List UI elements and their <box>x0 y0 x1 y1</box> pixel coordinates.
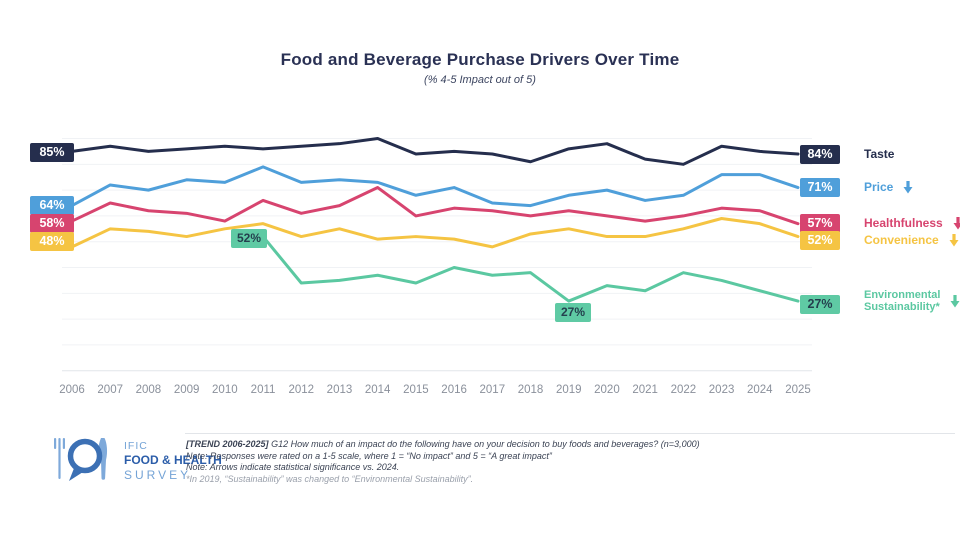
x-axis-year-label: 2022 <box>671 384 697 396</box>
x-axis-year-label: 2025 <box>785 384 811 396</box>
footnote-rename: *In 2019, “Sustainability” was changed t… <box>186 473 474 484</box>
series-line-price <box>70 165 800 208</box>
footnotes: [TREND 2006-2025] G12 How much of an imp… <box>186 439 786 485</box>
x-axis-year-label: 2006 <box>59 384 85 396</box>
down-arrow-icon <box>949 233 959 246</box>
x-axis-year-label: 2008 <box>136 384 162 396</box>
logo-food-health: FOOD & HEALTH <box>124 453 222 467</box>
convenience-start-value: 48% <box>30 232 74 251</box>
series-line-healthfulness <box>70 186 800 226</box>
down-arrow-icon <box>903 180 913 193</box>
x-axis-year-label: 2024 <box>747 384 773 396</box>
footnote-scale: Note: Responses were rated on a 1-5 scal… <box>186 450 552 461</box>
legend-env-line2: Sustainability* <box>864 300 940 313</box>
chart-subtitle: (% 4-5 Impact out of 5) <box>424 74 536 86</box>
line-chart-canvas: 2006 2007 2008 2009 2010 2011 2012 2013 2014 2015… <box>59 137 812 396</box>
fork-plate-knife-icon <box>54 438 108 481</box>
series-line-taste <box>70 137 800 166</box>
legend-price: Price <box>864 180 913 194</box>
series-line-convenience <box>70 217 800 249</box>
x-axis-year-label: 2014 <box>365 384 391 396</box>
legend-environmental-sustainability-label: Environmental Sustainability* <box>864 289 941 313</box>
x-axis-year-label: 2021 <box>632 384 658 396</box>
legend-taste: Taste <box>864 147 894 161</box>
footnote-trend: [TREND 2006-2025] G12 How much of an imp… <box>186 439 786 451</box>
x-axis-year-label: 2019 <box>556 384 582 396</box>
logo-ific: IFIC <box>124 440 148 452</box>
down-arrow-icon <box>950 295 960 308</box>
legend-convenience-label: Convenience <box>864 233 939 247</box>
series-line-environmental-sustainability- <box>261 235 800 303</box>
taste-start-value: 85% <box>30 143 74 162</box>
x-axis-year-label: 2013 <box>327 384 353 396</box>
legend-price-label: Price <box>864 180 894 194</box>
logo-survey: SURVEY <box>124 468 192 482</box>
chart-title: Food and Beverage Purchase Drivers Over … <box>280 50 680 69</box>
legend-healthfulness-label: Healthfulness <box>864 216 943 230</box>
x-axis-year-label: 2010 <box>212 384 238 396</box>
footnote-trend-text: G12 How much of an impact do the followi… <box>271 439 700 449</box>
sustainability-end-value: 27% <box>800 295 840 314</box>
taste-end-value: 84% <box>800 145 840 164</box>
logo-text: IFIC FOOD & HEALTH SURVEY <box>124 440 222 482</box>
x-axis-year-label: 2011 <box>251 384 276 396</box>
x-axis-year-label: 2015 <box>403 384 429 396</box>
healthfulness-end-value: 57% <box>800 214 840 233</box>
footnote-trend-tag: [TREND 2006-2025] <box>186 439 269 449</box>
legend-healthfulness: Healthfulness <box>864 216 960 230</box>
footer-divider <box>185 433 955 434</box>
sustainability-2011-annotation: 52% <box>231 229 267 248</box>
legend-taste-label: Taste <box>864 147 895 161</box>
footnote-arrows: Note: Arrows indicate statistical signif… <box>186 462 400 473</box>
x-axis-year-label: 2007 <box>97 384 123 396</box>
sustainability-2019-annotation: 27% <box>555 303 591 322</box>
x-axis-year-label: 2012 <box>288 384 314 396</box>
legend-env-line1: Environmental <box>864 289 941 301</box>
x-axis-year-label: 2020 <box>594 384 620 396</box>
down-arrow-icon <box>953 216 960 229</box>
x-axis-year-label: 2017 <box>480 384 506 396</box>
ific-logo: IFIC FOOD & HEALTH SURVEY <box>52 436 222 490</box>
convenience-end-value: 52% <box>800 231 840 250</box>
price-end-value: 71% <box>800 178 840 197</box>
legend-convenience: Convenience <box>864 233 959 247</box>
x-axis-year-label: 2018 <box>518 384 544 396</box>
x-axis-year-label: 2023 <box>709 384 735 396</box>
title-block: Food and Beverage Purchase Drivers Over … <box>0 50 960 86</box>
legend-environmental-sustainability: Environmental Sustainability* <box>864 289 960 313</box>
x-axis-year-label: 2009 <box>174 384 200 396</box>
healthfulness-start-value: 58% <box>30 214 74 233</box>
price-start-value: 64% <box>30 196 74 215</box>
x-axis-year-label: 2016 <box>441 384 467 396</box>
